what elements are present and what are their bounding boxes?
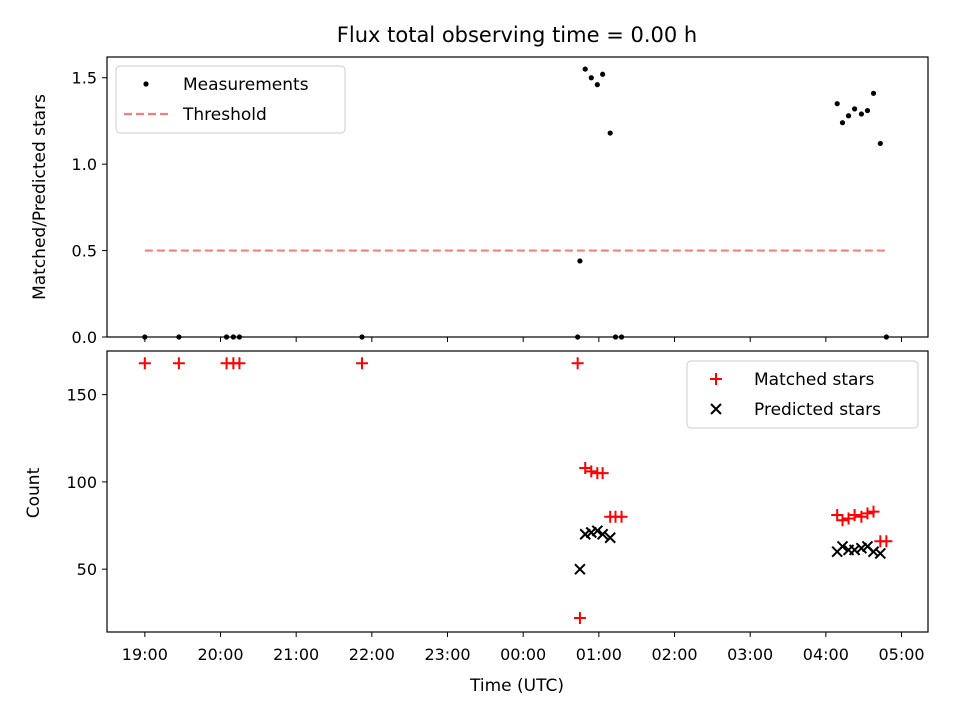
matched-star-point <box>615 510 628 523</box>
chart-title: Flux total observing time = 0.00 h <box>337 23 697 47</box>
legend-predicted-label: Predicted stars <box>754 400 881 420</box>
count-y-label: Count <box>24 467 44 518</box>
matched-star-point <box>573 612 586 625</box>
y-tick-label: 50 <box>77 560 97 579</box>
measurement-point <box>594 82 600 88</box>
predicted-star-point <box>596 528 609 540</box>
x-tick-label: 00:00 <box>500 645 546 664</box>
measurement-point <box>834 101 840 107</box>
x-tick-label: 04:00 <box>803 645 849 664</box>
measurement-point <box>845 113 852 119</box>
legend-measurements-label: Measurements <box>183 75 309 95</box>
x-axis-label: Time (UTC) <box>469 676 564 696</box>
x-tick-label: 19:00 <box>122 645 168 664</box>
measurement-point <box>600 71 606 77</box>
count-plot-area: 19:00 20:00 21:00 22:00 23:00 00:00 01:00 02:00… <box>66 357 925 664</box>
y-tick-label: 1.5 <box>72 69 97 88</box>
measurement-point <box>877 140 883 147</box>
matched-star-point <box>855 510 868 523</box>
matched-star-point <box>867 505 880 518</box>
legend-matched-label: Matched stars <box>754 370 874 390</box>
matched-star-point <box>585 465 598 478</box>
matched-star-point <box>356 357 369 370</box>
x-tick-label: 01:00 <box>576 645 622 664</box>
ratio-panel: 0.0 0.5 1.0 1.5 Matched/Predicted stars <box>30 56 929 347</box>
x-tick-label: 20:00 <box>197 645 243 664</box>
matched-star-point <box>172 357 185 370</box>
count-axes-frame <box>106 350 929 633</box>
x-tick-label: 02:00 <box>651 645 697 664</box>
y-tick-label: 0.0 <box>72 328 97 347</box>
ratio-legend-box <box>115 65 346 134</box>
matched-star-point <box>596 467 609 480</box>
count-panel: 19:00 20:00 21:00 22:00 23:00 00:00 01:00 02:00… <box>24 350 929 696</box>
matched-star-point <box>571 357 584 370</box>
ratio-axes-frame <box>106 56 929 338</box>
y-tick-label: 150 <box>66 386 97 405</box>
matched-star-point <box>233 357 246 370</box>
count-legend: Matched stars Predicted stars <box>686 360 919 429</box>
y-tick-label: 0.5 <box>72 242 97 261</box>
measurement-point <box>577 258 583 264</box>
matched-star-point <box>138 357 151 370</box>
measurement-point <box>870 90 877 96</box>
measurement-point <box>588 75 594 81</box>
legend-measurements-marker <box>143 81 149 87</box>
legend-predicted-marker <box>710 403 722 415</box>
x-tick-label: 05:00 <box>878 645 924 664</box>
matched-star-point <box>836 514 849 527</box>
count-legend-box <box>686 360 919 429</box>
predicted-star-point <box>591 525 604 537</box>
legend-threshold-label: Threshold <box>182 105 267 125</box>
measurement-point <box>858 111 865 117</box>
predicted-star-point <box>574 563 586 575</box>
measurement-point <box>864 107 871 114</box>
predicted-star-point <box>867 546 880 558</box>
predicted-star-point <box>604 532 616 544</box>
measurement-point <box>839 120 846 126</box>
x-tick-label: 21:00 <box>273 645 319 664</box>
measurement-point <box>607 130 613 136</box>
x-tick-label: 23:00 <box>424 645 470 664</box>
measurement-point <box>582 66 588 72</box>
ratio-plot-area: 0.0 0.5 1.0 1.5 <box>72 66 903 347</box>
x-tick-label: 03:00 <box>727 645 773 664</box>
matched-star-point <box>848 509 861 522</box>
matched-star-point <box>861 507 874 520</box>
matched-star-point <box>880 535 893 548</box>
x-tick-label: 22:00 <box>349 645 395 664</box>
measurement-point <box>852 106 858 112</box>
legend-matched-marker <box>710 373 722 385</box>
matched-star-point <box>579 461 592 474</box>
predicted-star-point <box>874 547 887 560</box>
predicted-star-point <box>848 544 861 556</box>
predicted-star-point <box>836 540 849 553</box>
y-tick-label: 100 <box>66 473 97 492</box>
y-tick-label: 1.0 <box>72 155 97 174</box>
matched-star-point <box>831 509 844 522</box>
ratio-legend: Measurements Threshold <box>115 65 346 134</box>
ratio-y-label: Matched/Predicted stars <box>30 94 50 300</box>
matched-star-point <box>842 512 855 525</box>
